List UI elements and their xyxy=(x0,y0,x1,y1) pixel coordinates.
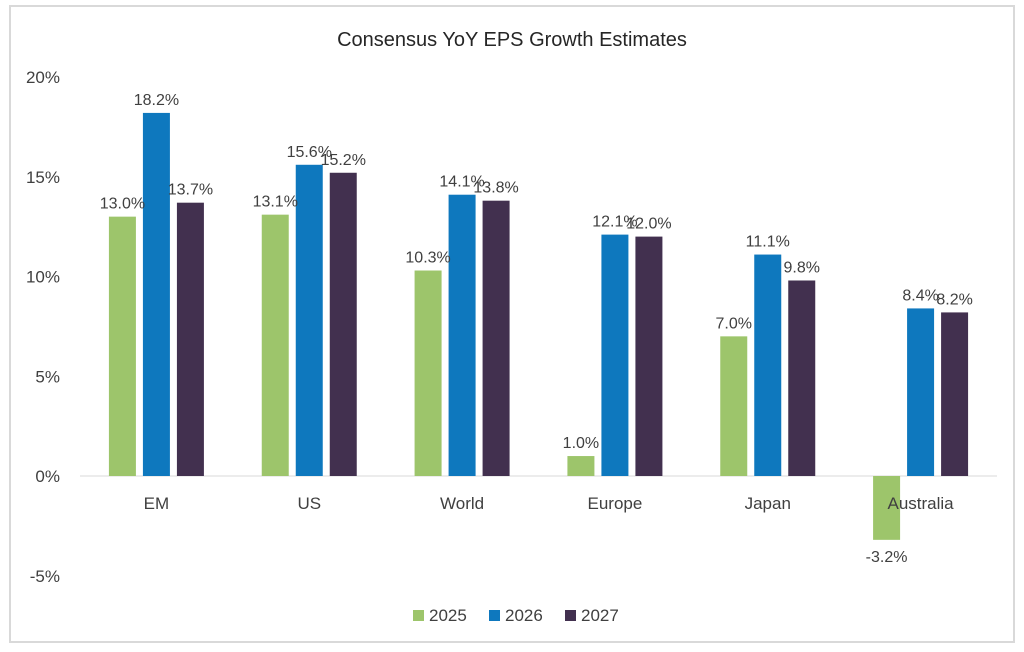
x-category-label: US xyxy=(297,494,321,513)
bar-2027-us xyxy=(329,172,357,476)
bars xyxy=(108,112,969,540)
y-axis: -5% 0% 5% 10% 15% 20% xyxy=(26,68,60,586)
bar-2026-japan xyxy=(754,254,782,476)
bar-2026-us xyxy=(295,164,323,476)
bar-2025-australia xyxy=(873,476,901,540)
bar-2025-us xyxy=(261,214,289,476)
data-labels: 13.0% 18.2% 13.7% 13.1% 15.6%15.2% 10.3% 14.1%… xyxy=(100,92,973,566)
y-tick-label: 15% xyxy=(26,168,60,187)
data-label: 1.0% xyxy=(563,435,599,452)
y-tick-label: 5% xyxy=(35,367,60,386)
data-label: 12.0% xyxy=(626,216,671,233)
data-label: 13.8% xyxy=(473,180,518,197)
x-category-label: World xyxy=(440,494,484,513)
x-category-label: Japan xyxy=(745,494,791,513)
x-axis: EM US World Europe Japan Australia xyxy=(144,494,955,513)
data-label: -3.2% xyxy=(866,549,908,566)
bar-2027-japan xyxy=(788,280,816,476)
data-label: 8.2% xyxy=(936,291,972,308)
y-tick-label: -5% xyxy=(30,567,60,586)
data-label: 9.8% xyxy=(784,259,820,276)
chart-frame xyxy=(9,5,1015,643)
bar-2026-em xyxy=(142,112,170,476)
bar-2026-europe xyxy=(601,234,629,476)
chart-title: Consensus YoY EPS Growth Estimates xyxy=(337,29,687,51)
legend-swatch-2025 xyxy=(413,610,424,621)
y-tick-label: 20% xyxy=(26,68,60,87)
legend-swatch-2026 xyxy=(489,610,500,621)
bar-2025-europe xyxy=(567,456,595,476)
bar-2027-world xyxy=(482,200,510,476)
bar-2027-em xyxy=(176,202,204,476)
x-category-label: EM xyxy=(144,494,170,513)
bar-2025-world xyxy=(414,270,442,476)
y-tick-label: 0% xyxy=(35,467,60,486)
data-label: 18.2% xyxy=(134,92,179,109)
x-category-label: Europe xyxy=(588,494,643,513)
legend-swatch-2027 xyxy=(565,610,576,621)
data-label: 15.2% xyxy=(321,152,366,169)
bar-2025-em xyxy=(108,216,136,476)
data-label: 8.4% xyxy=(902,287,938,304)
data-label: 12.1% xyxy=(592,214,637,231)
legend-label-2027: 2027 xyxy=(581,606,619,625)
data-label: 13.0% xyxy=(100,196,145,213)
bar-2026-australia xyxy=(907,308,935,476)
data-label: 13.7% xyxy=(168,182,213,199)
legend-label-2025: 2025 xyxy=(429,606,467,625)
bar-2025-japan xyxy=(720,336,748,476)
bar-2027-australia xyxy=(941,312,969,476)
legend: 2025 2026 2027 xyxy=(413,606,619,625)
data-label: 14.1% xyxy=(439,174,484,191)
y-tick-label: 10% xyxy=(26,268,60,287)
x-category-label: Australia xyxy=(888,494,955,513)
data-label: 13.1% xyxy=(253,194,298,211)
data-label: 7.0% xyxy=(716,315,752,332)
data-label: 10.3% xyxy=(405,250,450,267)
data-label: 11.1% xyxy=(746,234,790,251)
legend-label-2026: 2026 xyxy=(505,606,543,625)
bar-2026-world xyxy=(448,194,476,476)
data-label: 15.6% xyxy=(287,144,332,161)
bar-2027-europe xyxy=(635,236,663,476)
